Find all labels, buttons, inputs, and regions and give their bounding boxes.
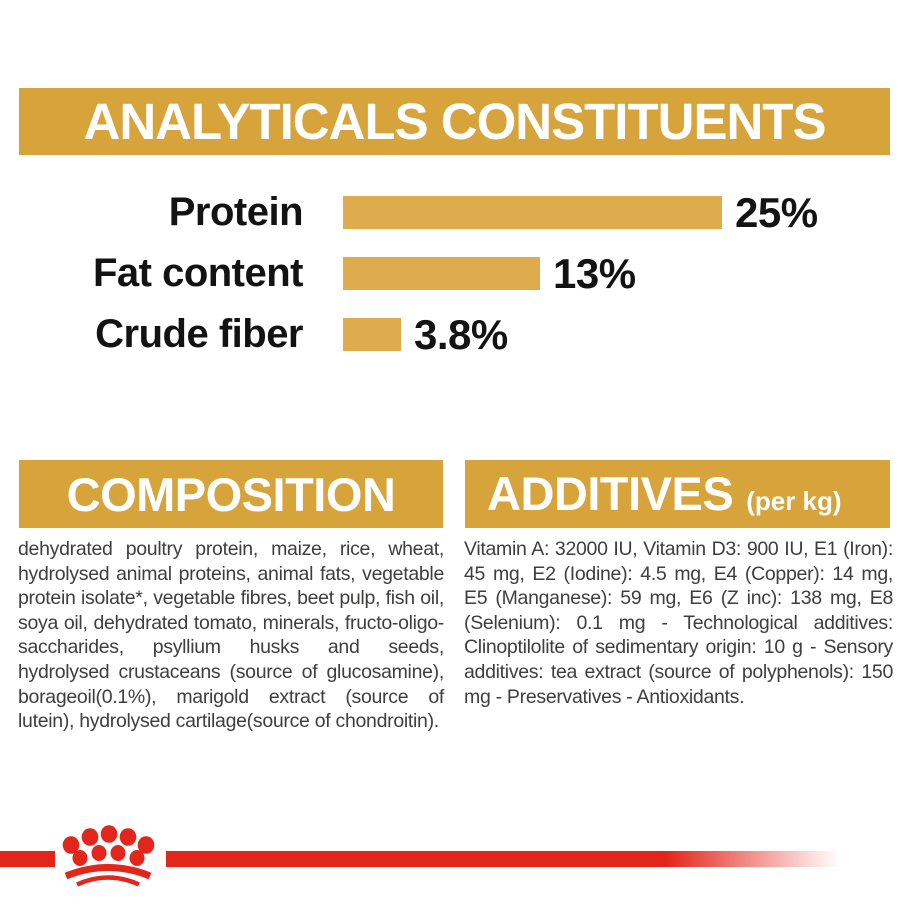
analyticals-title: ANALYTICALS CONSTITUENTS <box>83 93 827 150</box>
analyticals-chart: Protein 25% Fat content 13% Crude fiber 3.8% <box>0 189 908 379</box>
chart-row: Fat content 13% <box>0 250 908 297</box>
footer-red-bar-left <box>0 851 55 867</box>
chart-bar-value: 13% <box>553 249 636 297</box>
composition-title: COMPOSITION <box>66 467 396 521</box>
analyticals-header-band: ANALYTICALS CONSTITUENTS <box>19 88 890 155</box>
additives-unit-suffix: (per kg) <box>746 485 842 516</box>
composition-header-band: COMPOSITION <box>19 460 443 528</box>
additives-body: Vitamin A: 32000 IU, Vitamin D3: 900 IU,… <box>464 538 893 708</box>
chart-row: Crude fiber 3.8% <box>0 311 908 358</box>
chart-row-label: Crude fiber <box>95 312 303 356</box>
chart-bar <box>343 257 540 290</box>
chart-bar <box>343 318 401 351</box>
chart-row-label: Protein <box>168 190 304 234</box>
additives-header-band: ADDITIVES (per kg) <box>465 460 890 528</box>
chart-bar <box>343 196 722 229</box>
chart-row: Protein 25% <box>0 189 908 236</box>
chart-bar-value: 3.8% <box>414 310 508 358</box>
footer-red-bar-right-fade <box>166 851 860 867</box>
composition-body: dehydrated poultry protein, maize, rice,… <box>18 538 444 733</box>
chart-row-label: Fat content <box>92 251 304 295</box>
chart-bar-value: 25% <box>735 188 818 236</box>
royal-canin-crown-logo-icon <box>62 825 155 887</box>
additives-title: ADDITIVES <box>487 467 734 520</box>
